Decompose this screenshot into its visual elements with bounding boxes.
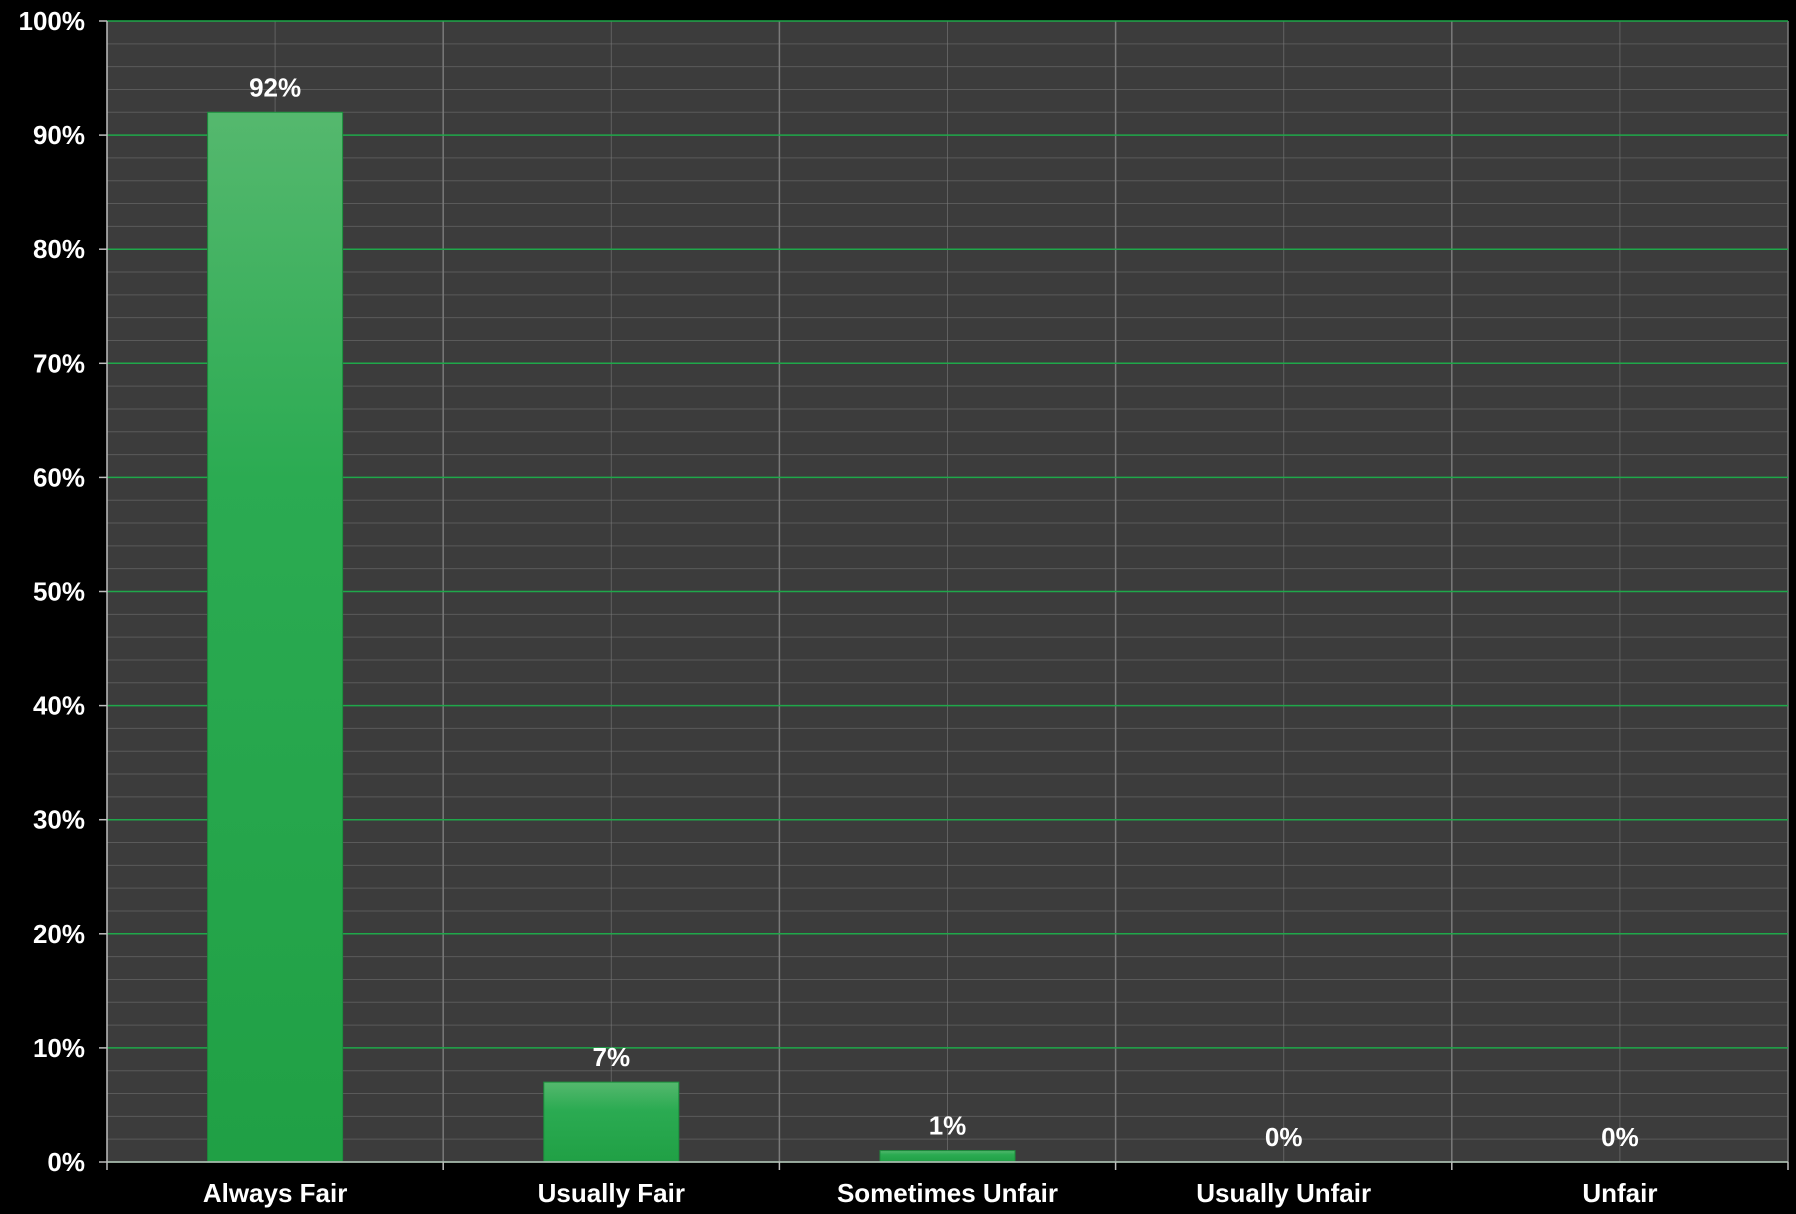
bar-series — [207, 111, 1016, 1163]
y-tick-label: 40% — [33, 691, 85, 721]
data-label: 0% — [1601, 1122, 1639, 1152]
y-axis-tick-labels: 0% 10% 20% 30% 40% 50% 60% 70% 80% 90% 100% — [19, 6, 86, 1177]
major-gridlines — [107, 20, 1788, 1163]
y-tick-label: 50% — [33, 577, 85, 607]
y-tick-label: 70% — [33, 348, 85, 378]
y-tick-label: 90% — [33, 120, 85, 150]
x-category-label: Usually Fair — [538, 1178, 685, 1208]
bar — [207, 111, 344, 1163]
data-label: 0% — [1265, 1122, 1303, 1152]
bar — [879, 1150, 1016, 1163]
data-label: 92% — [249, 72, 301, 102]
data-label: 7% — [593, 1042, 631, 1072]
x-category-label: Usually Unfair — [1196, 1178, 1371, 1208]
data-label: 1% — [929, 1111, 967, 1141]
x-category-label: Always Fair — [203, 1178, 348, 1208]
y-tick-label: 10% — [33, 1033, 85, 1063]
y-tick-label: 60% — [33, 462, 85, 492]
y-tick-label: 80% — [33, 234, 85, 264]
x-category-label: Sometimes Unfair — [837, 1178, 1058, 1208]
y-tick-label: 100% — [19, 6, 86, 36]
y-tick-label: 0% — [47, 1147, 85, 1177]
y-tick-label: 20% — [33, 919, 85, 949]
axes — [99, 20, 1789, 1170]
bar — [543, 1081, 680, 1163]
x-category-label: Unfair — [1582, 1178, 1657, 1208]
x-axis-category-labels: Always Fair Usually Fair Sometimes Unfair U… — [203, 1178, 1658, 1208]
y-tick-label: 30% — [33, 805, 85, 835]
data-labels: 92% 7% 1% 0% 0% — [249, 72, 1639, 1152]
